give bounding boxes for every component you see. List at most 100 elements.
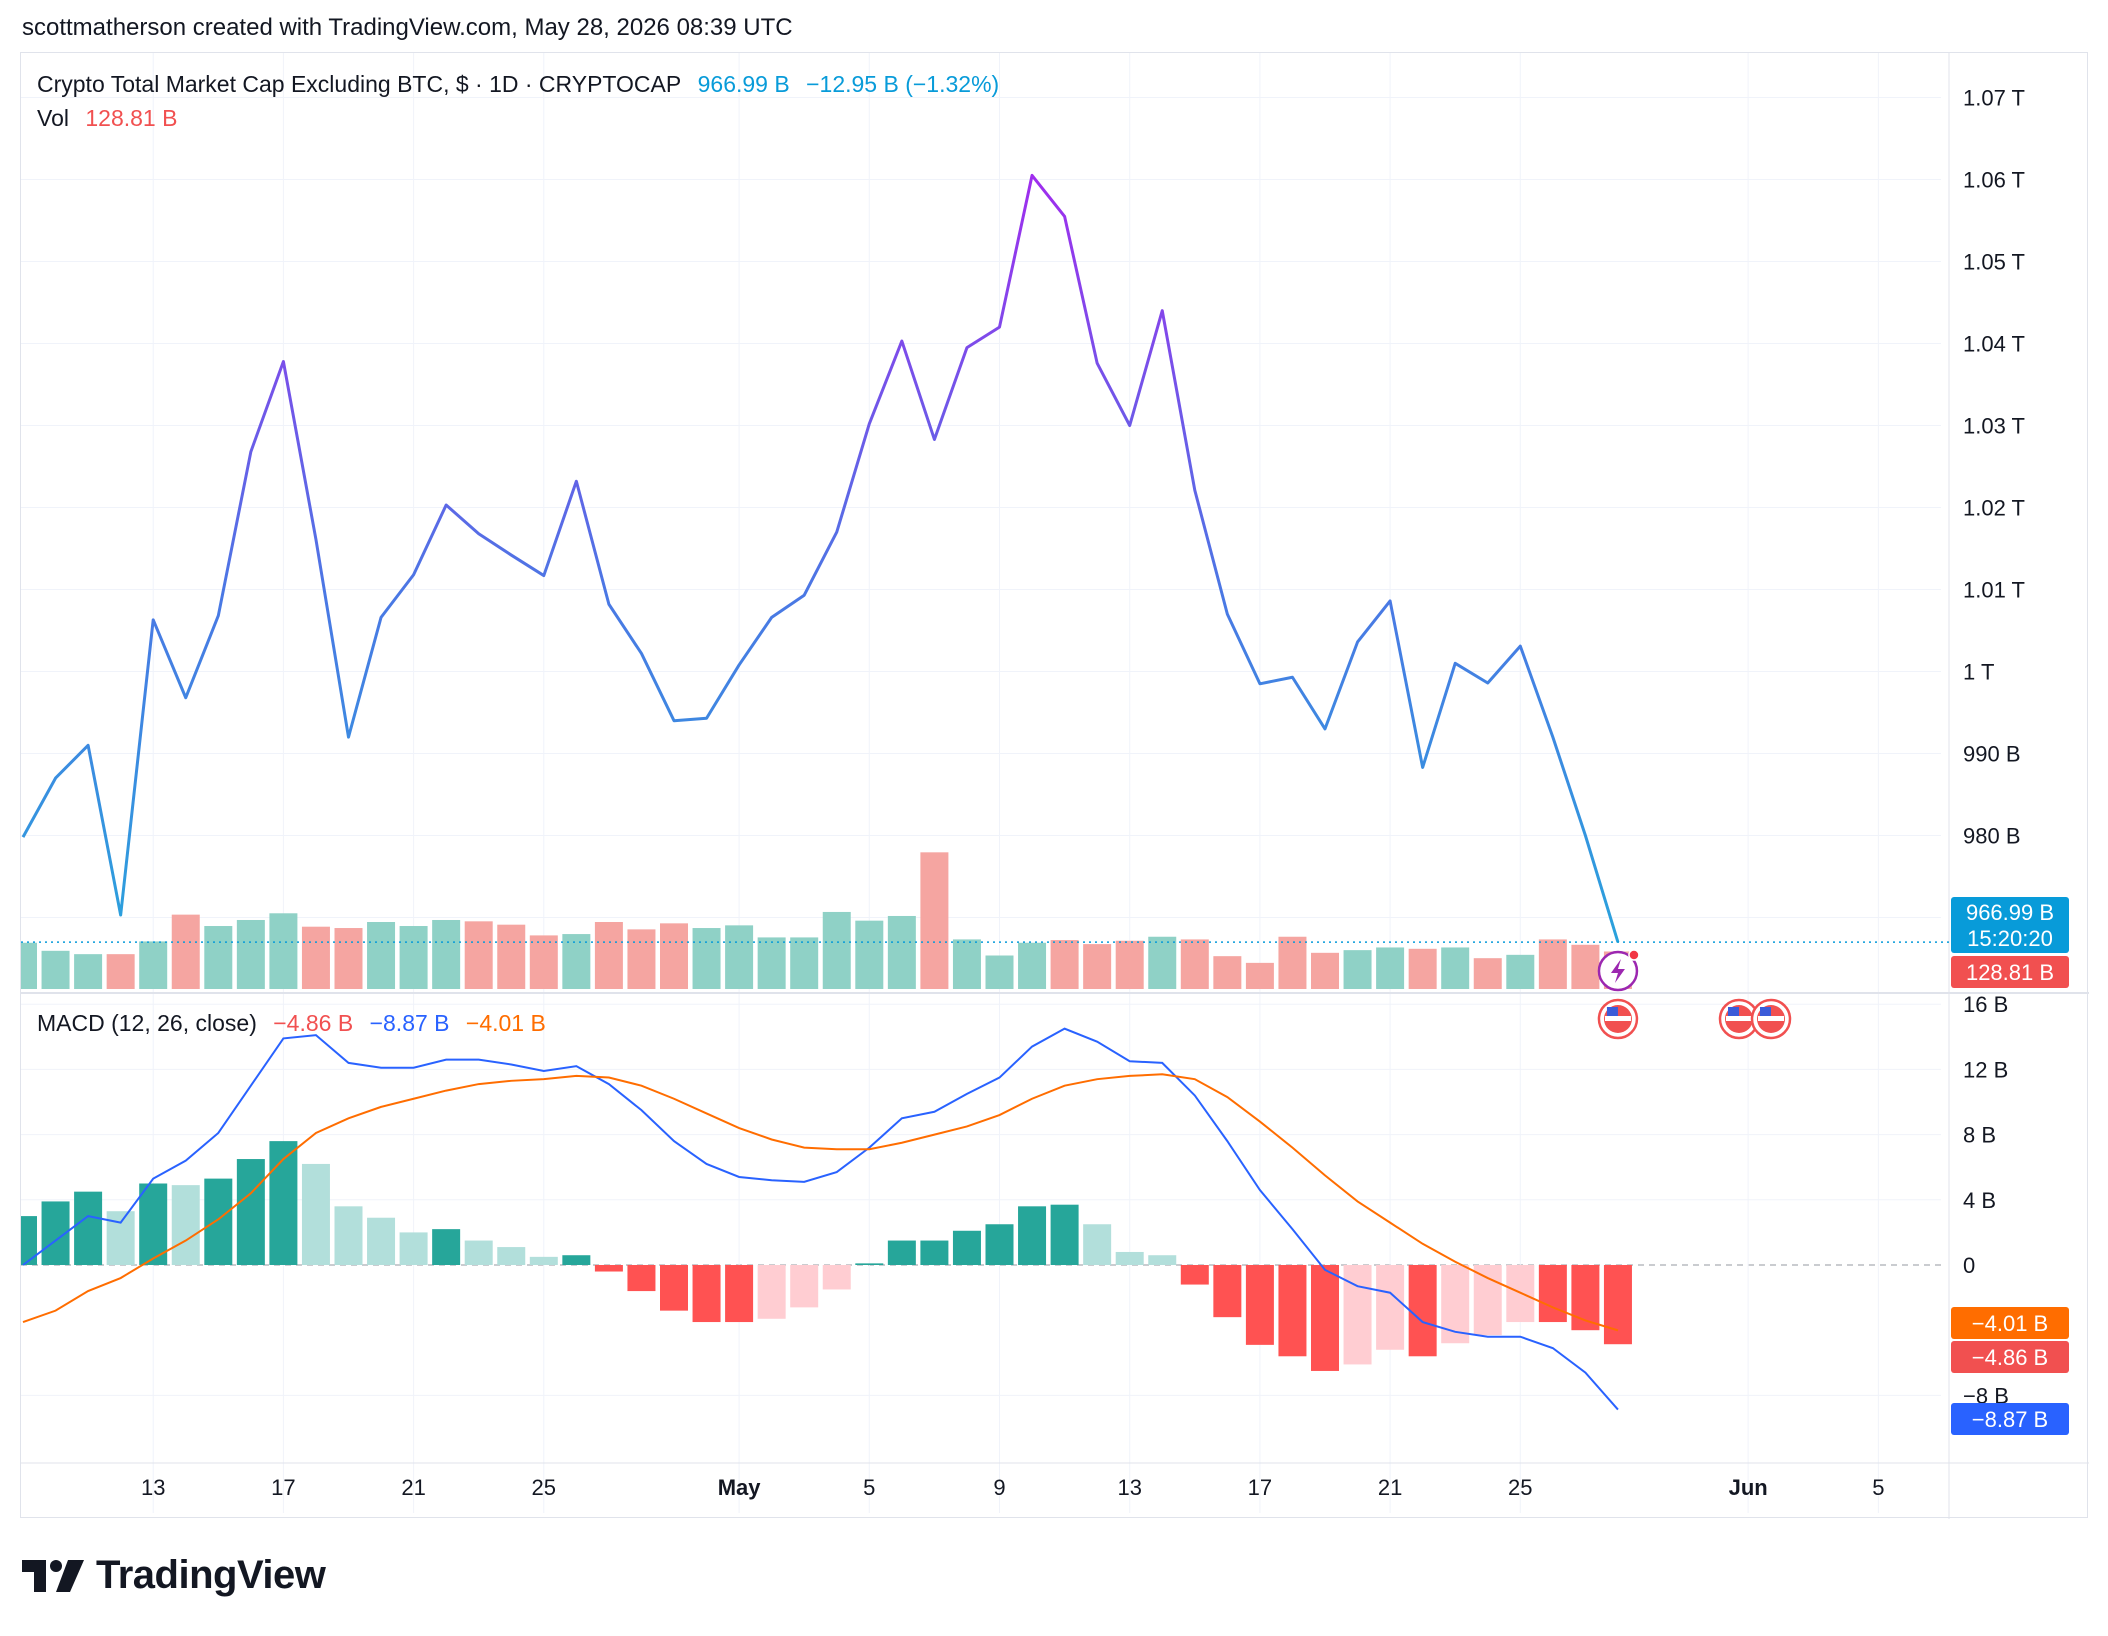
macd-histogram-bar: [171, 1185, 200, 1265]
volume-bar: [1441, 947, 1470, 989]
volume-bar: [529, 935, 558, 989]
volume-badge-bg: [1951, 956, 2069, 988]
macd-histogram: [21, 1141, 1632, 1371]
volume-legend[interactable]: Vol 128.81 B: [37, 105, 187, 132]
volume-bar: [1571, 944, 1600, 989]
price-badge-text: 966.99 B: [1966, 900, 2054, 925]
macd-tick-label: 8 B: [1963, 1123, 1996, 1148]
main-legend[interactable]: Crypto Total Market Cap Excluding BTC, $…: [37, 71, 1009, 98]
macd-badge-text: −8.87 B: [1972, 1407, 2048, 1432]
hist-badge-text: −4.86 B: [1972, 1345, 2048, 1370]
volume-bar: [1311, 952, 1339, 989]
volume-bar: [562, 934, 591, 989]
macd-histogram-bar: [236, 1159, 265, 1265]
volume-bar: [660, 923, 688, 989]
macd-histogram-bar: [725, 1265, 754, 1323]
time-tick-label: 25: [532, 1475, 556, 1500]
axes: 1.07 T 1.06 T 1.05 T 1.04 T 1.03 T 1.02 T 1.01…: [141, 86, 2025, 1501]
lightning-event-icon[interactable]: [1597, 949, 1640, 992]
macd-tick-label: 4 B: [1963, 1188, 1996, 1213]
volume-bar: [920, 852, 949, 989]
macd-hist-value: −4.86 B: [273, 1010, 354, 1036]
volume-bar: [1343, 950, 1372, 989]
macd-histogram-bar: [1050, 1204, 1079, 1265]
price-tick-label: 1.07 T: [1963, 86, 2025, 111]
macd-histogram-bar: [952, 1230, 981, 1265]
price-tick-label: 1 T: [1963, 660, 1994, 685]
tradingview-logo[interactable]: TradingView: [22, 1553, 326, 1598]
volume-bars: [21, 852, 1632, 989]
macd-badge-bg: [1951, 1403, 2069, 1435]
volume-bar: [855, 920, 884, 989]
macd-histogram-bar: [367, 1217, 396, 1265]
macd-histogram-bar: [1083, 1224, 1112, 1265]
volume-bar: [171, 914, 200, 989]
macd-legend[interactable]: MACD (12, 26, close) −4.86 B −8.87 B −4.…: [37, 1010, 556, 1037]
last-price: 966.99 B: [697, 71, 790, 97]
event-icon-canton: [1760, 1007, 1771, 1016]
macd-histogram-bar: [1148, 1255, 1177, 1265]
volume-bar: [1018, 942, 1047, 989]
volume-bar: [204, 926, 233, 989]
macd-histogram-bar: [1018, 1206, 1047, 1265]
price-tick-label: 1.04 T: [1963, 332, 2025, 357]
macd-histogram-bar: [1213, 1265, 1242, 1318]
macd-histogram-bar: [1603, 1265, 1632, 1345]
notification-dot: [1628, 949, 1640, 961]
macd-histogram-bar: [1180, 1265, 1209, 1285]
volume-bar: [399, 926, 428, 989]
volume-badge-text: 128.81 B: [1966, 960, 2054, 985]
event-icon-canton: [1728, 1007, 1739, 1016]
us-economic-event-icon[interactable]: [1597, 998, 1639, 1040]
volume-bar: [1083, 944, 1112, 989]
macd-histogram-bar: [139, 1183, 168, 1265]
macd-histogram-bar: [920, 1240, 949, 1265]
volume-bar: [301, 926, 330, 989]
axis-badges: 966.99 B15:20:20 128.81 B −4.01 B −4.86 B −8…: [1951, 897, 2069, 1435]
volume-bar: [952, 939, 981, 989]
volume-bar: [269, 913, 298, 989]
volume-bar: [236, 919, 265, 989]
event-icon-stripe: [1758, 1016, 1784, 1021]
volume-bar: [1538, 939, 1567, 989]
price-badge-text: 15:20:20: [1967, 926, 2053, 951]
event-icons[interactable]: [1597, 949, 1792, 1040]
price-series-line: [21, 173, 1620, 943]
tradingview-brand-text: TradingView: [96, 1553, 326, 1597]
volume-bar: [1115, 940, 1144, 989]
volume-bar: [334, 928, 363, 989]
us-economic-event-icon[interactable]: [1750, 998, 1792, 1040]
volume-bar: [627, 929, 656, 989]
time-tick-label: May: [718, 1475, 762, 1500]
symbol-title[interactable]: Crypto Total Market Cap Excluding BTC, $…: [37, 71, 682, 97]
price-change: −12.95 B (−1.32%): [806, 71, 1000, 97]
chart-canvas[interactable]: 1.07 T 1.06 T 1.05 T 1.04 T 1.03 T 1.02 T 1.01…: [21, 53, 2089, 1519]
macd-histogram-bar: [204, 1178, 233, 1265]
macd-lines: [22, 1027, 1619, 1411]
signal-badge-text: −4.01 B: [1972, 1311, 2048, 1336]
volume-bar: [822, 911, 851, 989]
macd-histogram-bar: [1278, 1265, 1307, 1357]
time-tick-label: 5: [863, 1475, 875, 1500]
price-tick-label: 990 B: [1963, 742, 2021, 767]
price-tick-label: 1.02 T: [1963, 496, 2025, 521]
volume-bar: [1408, 948, 1437, 989]
volume-bar: [985, 955, 1014, 989]
volume-bar: [21, 942, 37, 989]
volume-bar: [1278, 936, 1307, 989]
macd-histogram-bar: [464, 1240, 493, 1265]
macd-histogram-bar: [21, 1216, 37, 1265]
macd-tick-label: 0: [1963, 1253, 1975, 1278]
price-tick-label: 980 B: [1963, 824, 2021, 849]
macd-histogram-bar: [822, 1265, 851, 1290]
macd-histogram-bar: [1538, 1265, 1567, 1323]
signal-badge-bg: [1951, 1307, 2069, 1339]
volume-bar: [692, 928, 721, 989]
macd-tick-label: 12 B: [1963, 1057, 2008, 1082]
time-tick-label: 17: [1248, 1475, 1272, 1500]
time-tick-label: 21: [1378, 1475, 1402, 1500]
macd-histogram-bar: [432, 1229, 461, 1265]
macd-histogram-bar: [1245, 1265, 1274, 1345]
chart-frame[interactable]: 1.07 T 1.06 T 1.05 T 1.04 T 1.03 T 1.02 T 1.01…: [20, 52, 2089, 1519]
time-tick-label: 13: [1117, 1475, 1141, 1500]
